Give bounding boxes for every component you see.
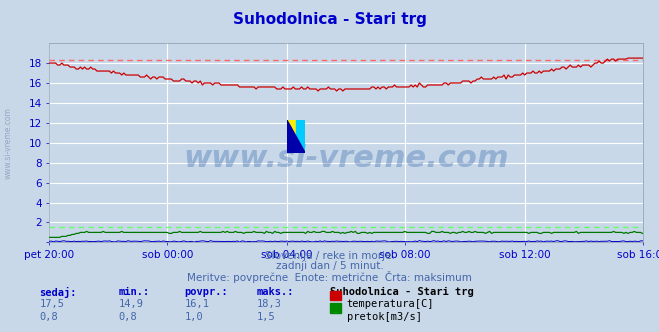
Text: www.si-vreme.com: www.si-vreme.com <box>3 107 13 179</box>
Text: Suhodolnica - Stari trg: Suhodolnica - Stari trg <box>233 12 426 27</box>
Text: 1,5: 1,5 <box>257 312 275 322</box>
Text: temperatura[C]: temperatura[C] <box>347 299 434 309</box>
Text: www.si-vreme.com: www.si-vreme.com <box>183 144 509 173</box>
Text: 18,3: 18,3 <box>257 299 282 309</box>
Polygon shape <box>296 120 305 153</box>
Text: 14,9: 14,9 <box>119 299 144 309</box>
Text: sedaj:: sedaj: <box>40 287 77 298</box>
Text: min.:: min.: <box>119 287 150 297</box>
Text: maks.:: maks.: <box>257 287 295 297</box>
Text: 17,5: 17,5 <box>40 299 65 309</box>
Text: Meritve: povprečne  Enote: metrične  Črta: maksimum: Meritve: povprečne Enote: metrične Črta:… <box>187 271 472 283</box>
Text: 1,0: 1,0 <box>185 312 203 322</box>
Text: povpr.:: povpr.: <box>185 287 228 297</box>
Text: 16,1: 16,1 <box>185 299 210 309</box>
Text: 0,8: 0,8 <box>40 312 58 322</box>
Polygon shape <box>287 120 305 153</box>
Text: 0,8: 0,8 <box>119 312 137 322</box>
Text: pretok[m3/s]: pretok[m3/s] <box>347 312 422 322</box>
Polygon shape <box>287 120 296 153</box>
Text: zadnji dan / 5 minut.: zadnji dan / 5 minut. <box>275 261 384 271</box>
Text: Suhodolnica - Stari trg: Suhodolnica - Stari trg <box>330 287 473 297</box>
Text: Slovenija / reke in morje.: Slovenija / reke in morje. <box>264 251 395 261</box>
